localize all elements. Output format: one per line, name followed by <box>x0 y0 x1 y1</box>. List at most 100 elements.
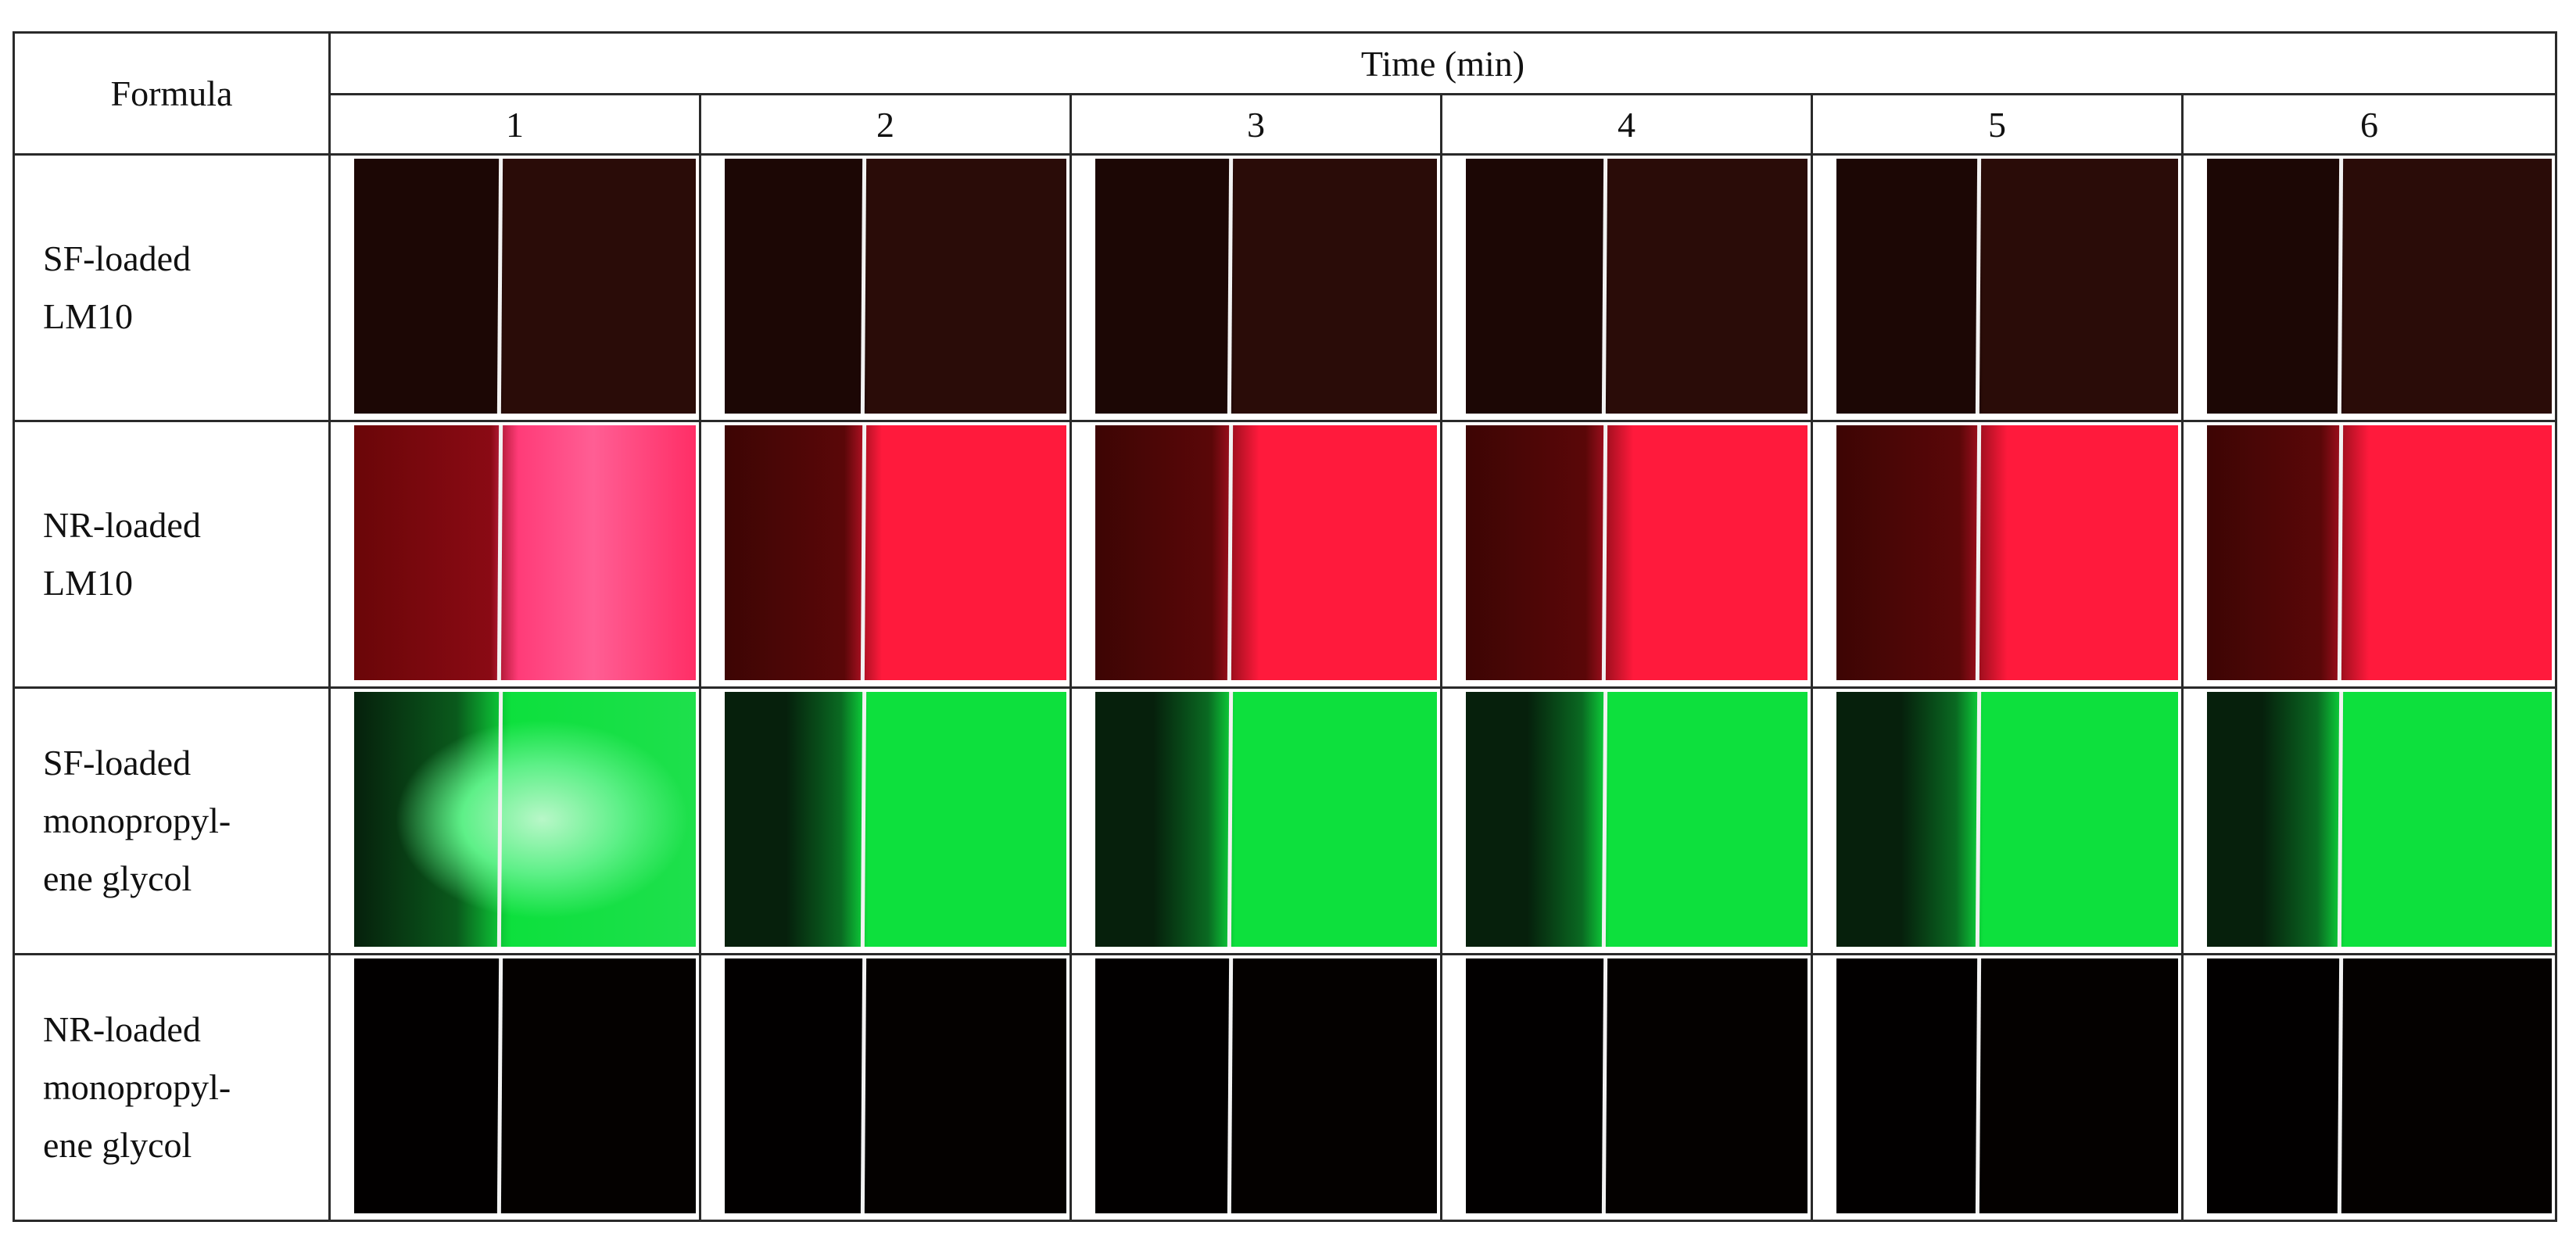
formula-label-line: NR-loaded <box>43 1009 201 1049</box>
microscopy-image <box>1836 692 2178 947</box>
formula-label-line: LM10 <box>43 296 133 336</box>
microscopy-image-cell <box>1440 686 1813 955</box>
image-color-fill <box>725 958 1066 1213</box>
image-color-fill <box>1095 958 1437 1213</box>
microscopy-image-cell <box>2181 686 2557 955</box>
table-row: SF-loaded LM10 <box>13 153 2557 422</box>
microscopy-image-cell <box>328 153 701 422</box>
time-col-3: 3 <box>1069 93 1442 156</box>
microscopy-image-cell <box>1440 153 1813 422</box>
microscopy-image <box>1836 958 2178 1213</box>
image-color-fill <box>1095 159 1437 414</box>
formula-label-line: NR-loaded <box>43 505 201 545</box>
image-color-fill <box>354 958 696 1213</box>
time-col-4: 4 <box>1440 93 1813 156</box>
microscopy-image-cell <box>699 686 1072 955</box>
microscopy-image-cell <box>699 420 1072 689</box>
microscopy-image-cell <box>328 953 701 1222</box>
microscopy-image <box>1836 159 2178 414</box>
microscopy-image <box>1466 692 1807 947</box>
time-col-6: 6 <box>2181 93 2557 156</box>
time-col-2: 2 <box>699 93 1072 156</box>
image-color-fill <box>2207 159 2552 414</box>
microscopy-image <box>1095 425 1437 680</box>
microscopy-image <box>725 958 1066 1213</box>
microscopy-image-cell <box>1069 953 1442 1222</box>
microscopy-image-cell <box>1440 953 1813 1222</box>
image-color-fill <box>1836 425 2178 680</box>
image-color-fill <box>725 425 1066 680</box>
microscopy-image <box>1466 425 1807 680</box>
formula-label: NR-loaded LM10 <box>13 420 331 689</box>
microscopy-image <box>2207 425 2552 680</box>
table-row: NR-loaded monopropyl-ene glycol <box>13 953 2557 1222</box>
formula-label: NR-loaded monopropyl-ene glycol <box>13 953 331 1222</box>
formula-label-line: ene glycol <box>43 1125 192 1165</box>
image-color-fill <box>1466 425 1807 680</box>
formula-label-line: LM10 <box>43 563 133 603</box>
image-color-fill <box>2207 425 2552 680</box>
microscopy-image-cell <box>1811 686 2184 955</box>
formula-header: Formula <box>13 31 331 156</box>
microscopy-image-cell <box>699 953 1072 1222</box>
image-color-fill <box>1095 425 1437 680</box>
microscopy-image <box>725 692 1066 947</box>
image-color-fill <box>1095 692 1437 947</box>
image-color-fill <box>1466 692 1807 947</box>
microscopy-image-cell <box>1069 153 1442 422</box>
formula-label-line: ene glycol <box>43 858 192 898</box>
table-row: SF-loaded monopropyl-ene glycol <box>13 686 2557 955</box>
results-table: Formula Time (min) 1 2 3 4 5 6 SF-loaded… <box>13 31 2557 1222</box>
microscopy-image <box>354 159 696 414</box>
formula-label-line: SF-loaded <box>43 238 192 278</box>
microscopy-image <box>1466 159 1807 414</box>
image-color-fill <box>1836 958 2178 1213</box>
formula-label: SF-loaded monopropyl-ene glycol <box>13 686 331 955</box>
microscopy-image <box>354 958 696 1213</box>
microscopy-image <box>2207 692 2552 947</box>
image-color-fill <box>354 159 696 414</box>
formula-label-line: monopropyl- <box>43 801 231 840</box>
microscopy-image <box>725 425 1066 680</box>
microscopy-image-cell <box>2181 420 2557 689</box>
image-color-fill <box>1466 958 1807 1213</box>
microscopy-image <box>1095 692 1437 947</box>
formula-label: SF-loaded LM10 <box>13 153 331 422</box>
microscopy-image-cell <box>1811 953 2184 1222</box>
table-body: SF-loaded LM10 NR-loaded LM10 SF-loaded monop… <box>13 153 2557 1222</box>
image-color-fill <box>725 159 1066 414</box>
microscopy-image-cell <box>1811 420 2184 689</box>
image-color-fill <box>1836 692 2178 947</box>
microscopy-image-cell <box>1440 420 1813 689</box>
microscopy-image <box>725 159 1066 414</box>
microscopy-image-cell <box>2181 953 2557 1222</box>
image-color-fill <box>2207 692 2552 947</box>
microscopy-image-cell <box>328 420 701 689</box>
time-col-5: 5 <box>1811 93 2184 156</box>
microscopy-image-cell <box>699 153 1072 422</box>
microscopy-image-cell <box>1811 153 2184 422</box>
microscopy-image <box>354 425 696 680</box>
image-color-fill <box>1836 159 2178 414</box>
table-row: NR-loaded LM10 <box>13 420 2557 689</box>
image-color-fill <box>725 692 1066 947</box>
time-col-1: 1 <box>328 93 701 156</box>
microscopy-image <box>1095 958 1437 1213</box>
microscopy-image <box>1836 425 2178 680</box>
formula-label-line: monopropyl- <box>43 1067 231 1107</box>
image-color-fill <box>354 425 696 680</box>
microscopy-image-cell <box>1069 420 1442 689</box>
image-color-fill <box>1466 159 1807 414</box>
microscopy-image-cell <box>328 686 701 955</box>
image-color-fill <box>2207 958 2552 1213</box>
microscopy-image <box>1095 159 1437 414</box>
microscopy-image <box>2207 159 2552 414</box>
time-header: Time (min) <box>328 31 2557 95</box>
microscopy-image <box>1466 958 1807 1213</box>
microscopy-image-cell <box>1069 686 1442 955</box>
microscopy-image-cell <box>2181 153 2557 422</box>
microscopy-image <box>354 692 696 947</box>
microscopy-image <box>2207 958 2552 1213</box>
image-color-fill <box>354 692 696 947</box>
formula-label-line: SF-loaded <box>43 743 192 783</box>
